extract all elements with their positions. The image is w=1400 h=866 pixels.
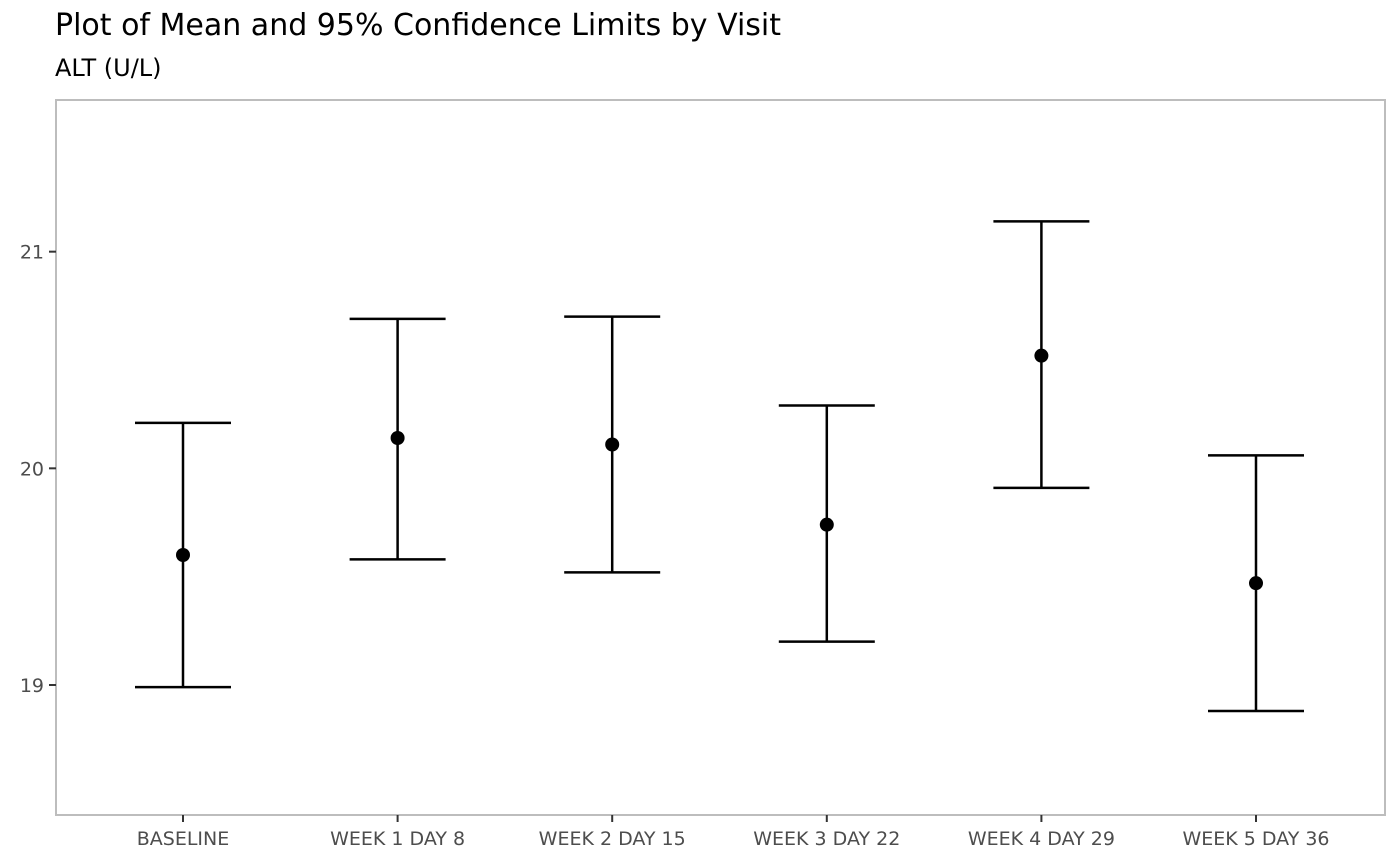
panel-border: [55, 99, 1386, 816]
y-tick-label: 20: [20, 458, 44, 480]
x-tick-label: BASELINE: [137, 828, 230, 850]
x-tick-label: WEEK 1 DAY 8: [330, 828, 465, 850]
y-tick-label: 21: [20, 242, 44, 264]
x-tick-label: WEEK 4 DAY 29: [968, 828, 1115, 850]
chart-title: Plot of Mean and 95% Confidence Limits b…: [55, 8, 782, 43]
mean-point: [1249, 576, 1263, 591]
x-tick-label: WEEK 5 DAY 36: [1182, 828, 1329, 850]
x-tick-label: WEEK 2 DAY 15: [539, 828, 686, 850]
chart-subtitle: ALT (U/L): [55, 54, 162, 82]
mean-point: [605, 437, 620, 452]
mean-point: [390, 431, 405, 445]
x-tick-label: WEEK 3 DAY 22: [753, 828, 900, 850]
y-tick-label: 19: [20, 675, 44, 697]
mean-point: [1034, 348, 1049, 363]
mean-point: [176, 548, 190, 562]
mean-point: [819, 517, 834, 532]
